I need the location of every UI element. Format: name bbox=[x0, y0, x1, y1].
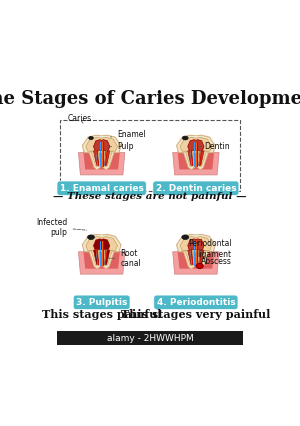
Polygon shape bbox=[188, 151, 193, 165]
Polygon shape bbox=[173, 252, 219, 274]
Polygon shape bbox=[180, 237, 212, 250]
Polygon shape bbox=[183, 251, 194, 269]
Polygon shape bbox=[188, 239, 204, 250]
Polygon shape bbox=[198, 151, 206, 167]
Polygon shape bbox=[105, 250, 110, 265]
Text: Periodontal
ligament: Periodontal ligament bbox=[188, 239, 232, 259]
Bar bbox=[57, 331, 243, 345]
Text: Dentin: Dentin bbox=[199, 142, 230, 151]
Polygon shape bbox=[197, 152, 208, 170]
Polygon shape bbox=[83, 250, 120, 269]
Text: 4. Periodontitis: 4. Periodontitis bbox=[157, 298, 235, 307]
Text: 2. Dentin caries: 2. Dentin caries bbox=[156, 184, 236, 193]
Polygon shape bbox=[186, 235, 206, 241]
Polygon shape bbox=[185, 151, 194, 167]
Text: — These stages are not painful —: — These stages are not painful — bbox=[53, 192, 247, 201]
Polygon shape bbox=[104, 151, 112, 167]
Ellipse shape bbox=[196, 263, 203, 268]
Polygon shape bbox=[103, 152, 114, 170]
Polygon shape bbox=[104, 250, 112, 266]
Polygon shape bbox=[178, 250, 214, 269]
Text: Caries: Caries bbox=[68, 114, 92, 123]
Polygon shape bbox=[79, 252, 125, 274]
Polygon shape bbox=[188, 140, 204, 150]
Polygon shape bbox=[89, 251, 100, 269]
Polygon shape bbox=[188, 250, 193, 265]
Text: alamy - 2HWWHPM: alamy - 2HWWHPM bbox=[106, 334, 194, 343]
Polygon shape bbox=[89, 152, 100, 170]
Polygon shape bbox=[105, 151, 110, 165]
Polygon shape bbox=[183, 152, 194, 170]
Polygon shape bbox=[91, 151, 99, 167]
Polygon shape bbox=[94, 239, 110, 250]
Text: The Stages of Caries Development: The Stages of Caries Development bbox=[0, 89, 300, 108]
Polygon shape bbox=[92, 136, 111, 141]
Ellipse shape bbox=[182, 235, 189, 239]
Polygon shape bbox=[94, 250, 99, 265]
Polygon shape bbox=[82, 234, 121, 252]
Polygon shape bbox=[83, 151, 120, 170]
Text: Pulp: Pulp bbox=[107, 142, 134, 151]
Polygon shape bbox=[185, 250, 194, 266]
Polygon shape bbox=[91, 250, 99, 266]
Text: Abscess: Abscess bbox=[201, 257, 232, 266]
Polygon shape bbox=[199, 151, 204, 165]
Polygon shape bbox=[177, 135, 215, 153]
Polygon shape bbox=[92, 235, 111, 241]
Polygon shape bbox=[198, 250, 206, 266]
Polygon shape bbox=[178, 151, 214, 170]
Polygon shape bbox=[94, 140, 110, 150]
Polygon shape bbox=[199, 250, 204, 265]
Text: Enamel: Enamel bbox=[111, 130, 146, 139]
Text: 3. Pulpitis: 3. Pulpitis bbox=[76, 298, 127, 307]
Ellipse shape bbox=[89, 136, 93, 140]
Polygon shape bbox=[94, 151, 99, 165]
Polygon shape bbox=[186, 136, 206, 141]
Text: 1. Enamal caries: 1. Enamal caries bbox=[60, 184, 144, 193]
Text: This stages painful: This stages painful bbox=[42, 308, 161, 320]
Polygon shape bbox=[86, 237, 118, 250]
Ellipse shape bbox=[182, 136, 188, 140]
Polygon shape bbox=[82, 135, 121, 153]
Polygon shape bbox=[180, 138, 212, 151]
Polygon shape bbox=[173, 153, 219, 175]
Ellipse shape bbox=[88, 235, 94, 239]
Polygon shape bbox=[103, 251, 114, 269]
Polygon shape bbox=[86, 138, 118, 151]
Bar bbox=[60, 120, 240, 191]
Text: Infected
pulp: Infected pulp bbox=[36, 218, 86, 237]
Text: This stages very painful: This stages very painful bbox=[121, 308, 271, 320]
Polygon shape bbox=[197, 251, 208, 269]
Polygon shape bbox=[177, 234, 215, 252]
Text: Root
canal: Root canal bbox=[107, 248, 141, 268]
Polygon shape bbox=[79, 153, 125, 175]
